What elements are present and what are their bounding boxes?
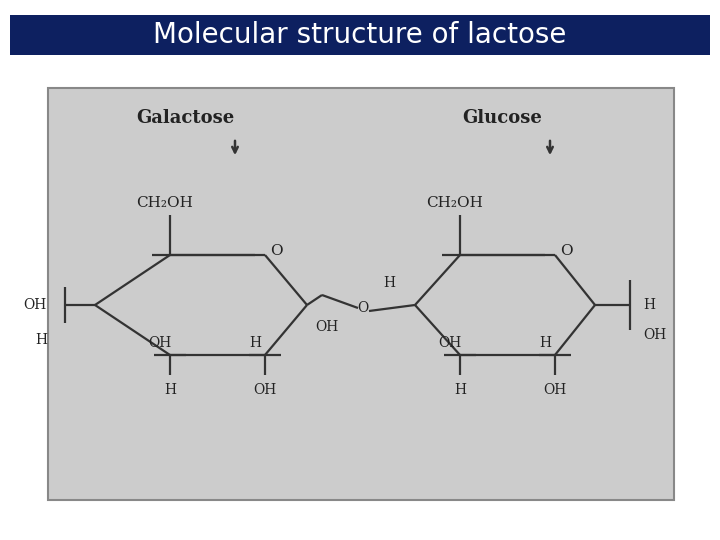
Text: H: H (35, 333, 47, 347)
Text: OH: OH (253, 383, 276, 397)
Text: O: O (357, 301, 369, 315)
Text: OH: OH (643, 328, 666, 342)
Text: H: H (454, 383, 466, 397)
Bar (48, 88, 674, 500)
Text: OH: OH (148, 336, 171, 350)
Text: H: H (383, 276, 395, 290)
Text: CH₂OH: CH₂OH (137, 196, 194, 210)
Bar (10, 15, 710, 55)
Text: CH₂OH: CH₂OH (426, 196, 483, 210)
Text: OH: OH (24, 298, 47, 312)
Text: OH: OH (544, 383, 567, 397)
Text: H: H (249, 336, 261, 350)
Text: O: O (270, 244, 283, 258)
Text: OH: OH (438, 336, 462, 350)
Text: Molecular structure of lactose: Molecular structure of lactose (153, 21, 567, 49)
Text: OH: OH (315, 320, 338, 334)
Text: H: H (164, 383, 176, 397)
Text: Glucose: Glucose (462, 109, 542, 127)
Text: H: H (539, 336, 551, 350)
Text: H: H (643, 298, 655, 312)
Text: Galactose: Galactose (136, 109, 234, 127)
Text: O: O (560, 244, 572, 258)
